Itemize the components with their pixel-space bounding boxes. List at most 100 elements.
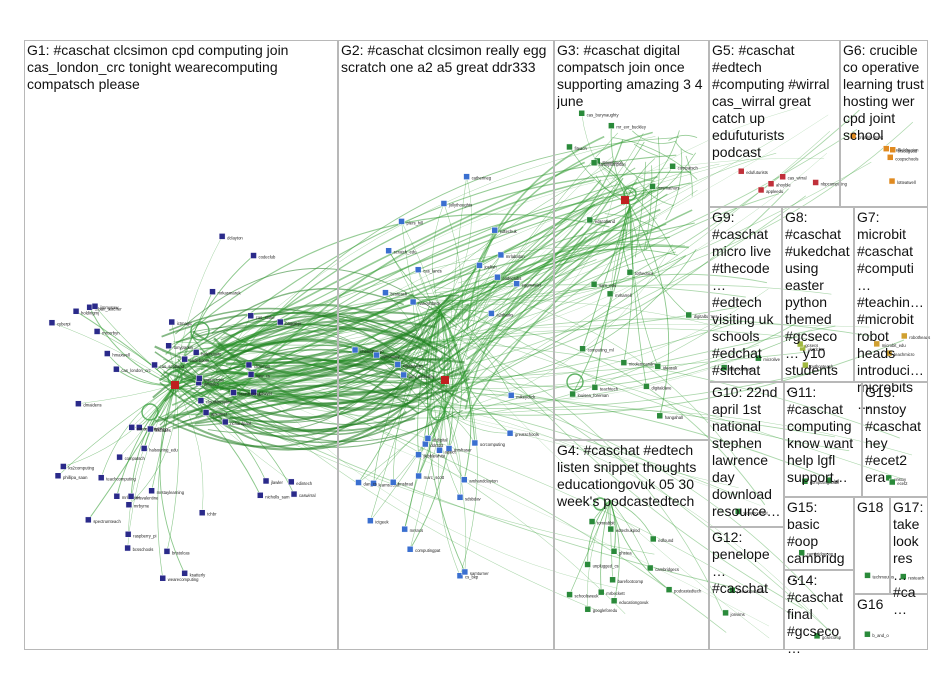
- group-panel-g7: G7: microbit #caschat #computi… #teachin…: [854, 207, 928, 412]
- edge: [635, 176, 675, 206]
- edge-bundle: [160, 312, 408, 378]
- group-label-g17: G17: take look res… #ca…: [893, 499, 924, 617]
- vertex-g3: ideasuk: [654, 363, 678, 370]
- svg-text:cs_bkp: cs_bkp: [465, 575, 479, 580]
- vertex-g5: appleedu: [757, 186, 784, 194]
- svg-text:unplugged_cs: unplugged_cs: [593, 563, 619, 568]
- vertex-g1: ajwarner: [202, 409, 228, 416]
- vertex-g1: mrcorbyn: [93, 328, 120, 335]
- edge-bundle: [189, 244, 685, 374]
- edge-long: [216, 403, 732, 588]
- edge: [604, 213, 661, 230]
- edge-bundle: [190, 141, 645, 416]
- svg-text:mrbeckett: mrbeckett: [606, 591, 625, 596]
- svg-text:digitalbarnes: digitalbarnes: [694, 314, 718, 319]
- edge: [595, 175, 627, 197]
- self-loop: [190, 321, 210, 341]
- svg-text:stevebruce: stevebruce: [602, 160, 623, 165]
- vertex-g1: tonyparkin: [165, 342, 194, 350]
- svg-text:cas_wirral: cas_wirral: [788, 176, 807, 181]
- edge: [629, 204, 689, 316]
- svg-text:dan_cs: dan_cs: [364, 482, 378, 487]
- vertex-g1: dmaidens: [75, 400, 102, 408]
- svg-text:robotheads: robotheads: [909, 335, 930, 340]
- svg-text:nancyhbeck: nancyhbeck: [418, 301, 441, 306]
- edge: [599, 152, 697, 225]
- vertex-g1: ksatterly: [181, 570, 206, 577]
- vertex-g3: nicolemcandrew: [620, 359, 660, 367]
- edge: [633, 143, 659, 157]
- edge: [632, 130, 677, 144]
- edge: [409, 409, 446, 550]
- edge: [665, 148, 683, 221]
- svg-text:amhandclayton: amhandclayton: [469, 479, 498, 484]
- svg-text:mrsmathurs: mrsmathurs: [658, 185, 680, 190]
- edge-bundle: [214, 339, 410, 376]
- edge-bundle: [229, 317, 432, 423]
- vertex-g14: gcsecomp: [813, 632, 842, 640]
- edge: [600, 499, 611, 593]
- svg-text:spectrumteach: spectrumteach: [93, 519, 121, 524]
- vertex-g17: resteach: [900, 573, 925, 581]
- svg-text:edtechukpod: edtechukpod: [616, 528, 641, 533]
- group-label-g8: G8: #caschat #ukedchat using easter pyth…: [785, 209, 850, 395]
- vertex-g5: nbpcomputing: [812, 179, 848, 186]
- vertex-g3: fiteach: [566, 143, 587, 151]
- vertex-g1: ictmagic: [168, 318, 192, 326]
- svg-text:mrstaylearning: mrstaylearning: [157, 490, 185, 495]
- edge-bundle: [211, 288, 404, 334]
- svg-text:sldaypodcast: sldaypodcast: [743, 510, 768, 515]
- group-label-g14: G14: #caschat final #gcseco…: [787, 572, 844, 656]
- group-label-g15: G15: basic #oop cambridg…: [787, 499, 845, 583]
- group-panel-g9: G9: #caschat micro live #thecode… #edtec…: [709, 207, 782, 382]
- edge-long: [225, 195, 807, 400]
- svg-text:cas_scotland: cas_scotland: [160, 364, 185, 369]
- svg-text:edfound: edfound: [658, 538, 674, 543]
- vertex-g2: drdigital: [424, 435, 448, 442]
- svg-text:greatschools: greatschools: [515, 432, 539, 437]
- edge-bundle: [191, 243, 655, 360]
- vertex-g2: scratch_edu: [385, 247, 417, 255]
- vertex-g8: pythonteach: [802, 361, 834, 369]
- svg-text:nnstoy: nnstoy: [894, 477, 907, 482]
- vertex-g13: ecet2: [889, 478, 908, 486]
- edge-bundle: [466, 249, 697, 384]
- vertex-g7: robotheads: [901, 332, 930, 340]
- vertex-g6: coopschools: [887, 154, 919, 161]
- svg-text:ictgeek: ictgeek: [375, 520, 389, 525]
- vertex-g4: googleforedu: [584, 605, 618, 613]
- vertex-g18: techmoutns: [864, 572, 894, 579]
- edge: [444, 409, 451, 449]
- edge-bundle: [159, 381, 416, 438]
- vertex-g1: mrkasmarek: [209, 288, 241, 296]
- svg-text:drdigital: drdigital: [433, 437, 448, 442]
- svg-text:brainbaking: brainbaking: [239, 392, 261, 397]
- vertex-g7: microbit_edu: [873, 340, 907, 348]
- svg-text:educationgovuk: educationgovuk: [619, 600, 649, 605]
- vertex-g2: robstevens: [394, 361, 423, 369]
- edge-long: [421, 121, 914, 301]
- svg-text:cas_lancs: cas_lancs: [423, 269, 442, 274]
- svg-text:cyberpi: cyberpi: [57, 322, 71, 327]
- edge-bundle: [451, 131, 653, 323]
- svg-text:teachcomputing: teachcomputing: [106, 477, 136, 482]
- edge-long: [183, 284, 746, 351]
- svg-text:thecodeteam: thecodeteam: [729, 367, 754, 372]
- svg-text:appleedu: appleedu: [766, 189, 784, 194]
- edge-bundle: [212, 381, 402, 421]
- vertex-g1: ks2computing: [60, 463, 95, 470]
- svg-text:compatsch: compatsch: [678, 165, 699, 170]
- edge-bundle: [172, 361, 450, 451]
- svg-text:ideasuk: ideasuk: [663, 365, 678, 370]
- svg-text:hangahall: hangahall: [665, 415, 683, 420]
- svg-text:microbit_edu: microbit_edu: [882, 343, 907, 348]
- edge-bundle: [454, 156, 614, 372]
- svg-text:clouthinmyline: clouthinmyline: [206, 400, 233, 405]
- svg-text:bcsschools: bcsschools: [133, 547, 154, 552]
- svg-text:tothedoca: tothedoca: [635, 271, 654, 276]
- svg-text:codeboom: codeboom: [190, 358, 210, 363]
- svg-text:clcsimon: clcsimon: [254, 364, 271, 369]
- vertex-g15: cambridgeoop: [798, 549, 834, 557]
- group-panel-g18: G18: [854, 497, 890, 594]
- edge: [392, 409, 446, 483]
